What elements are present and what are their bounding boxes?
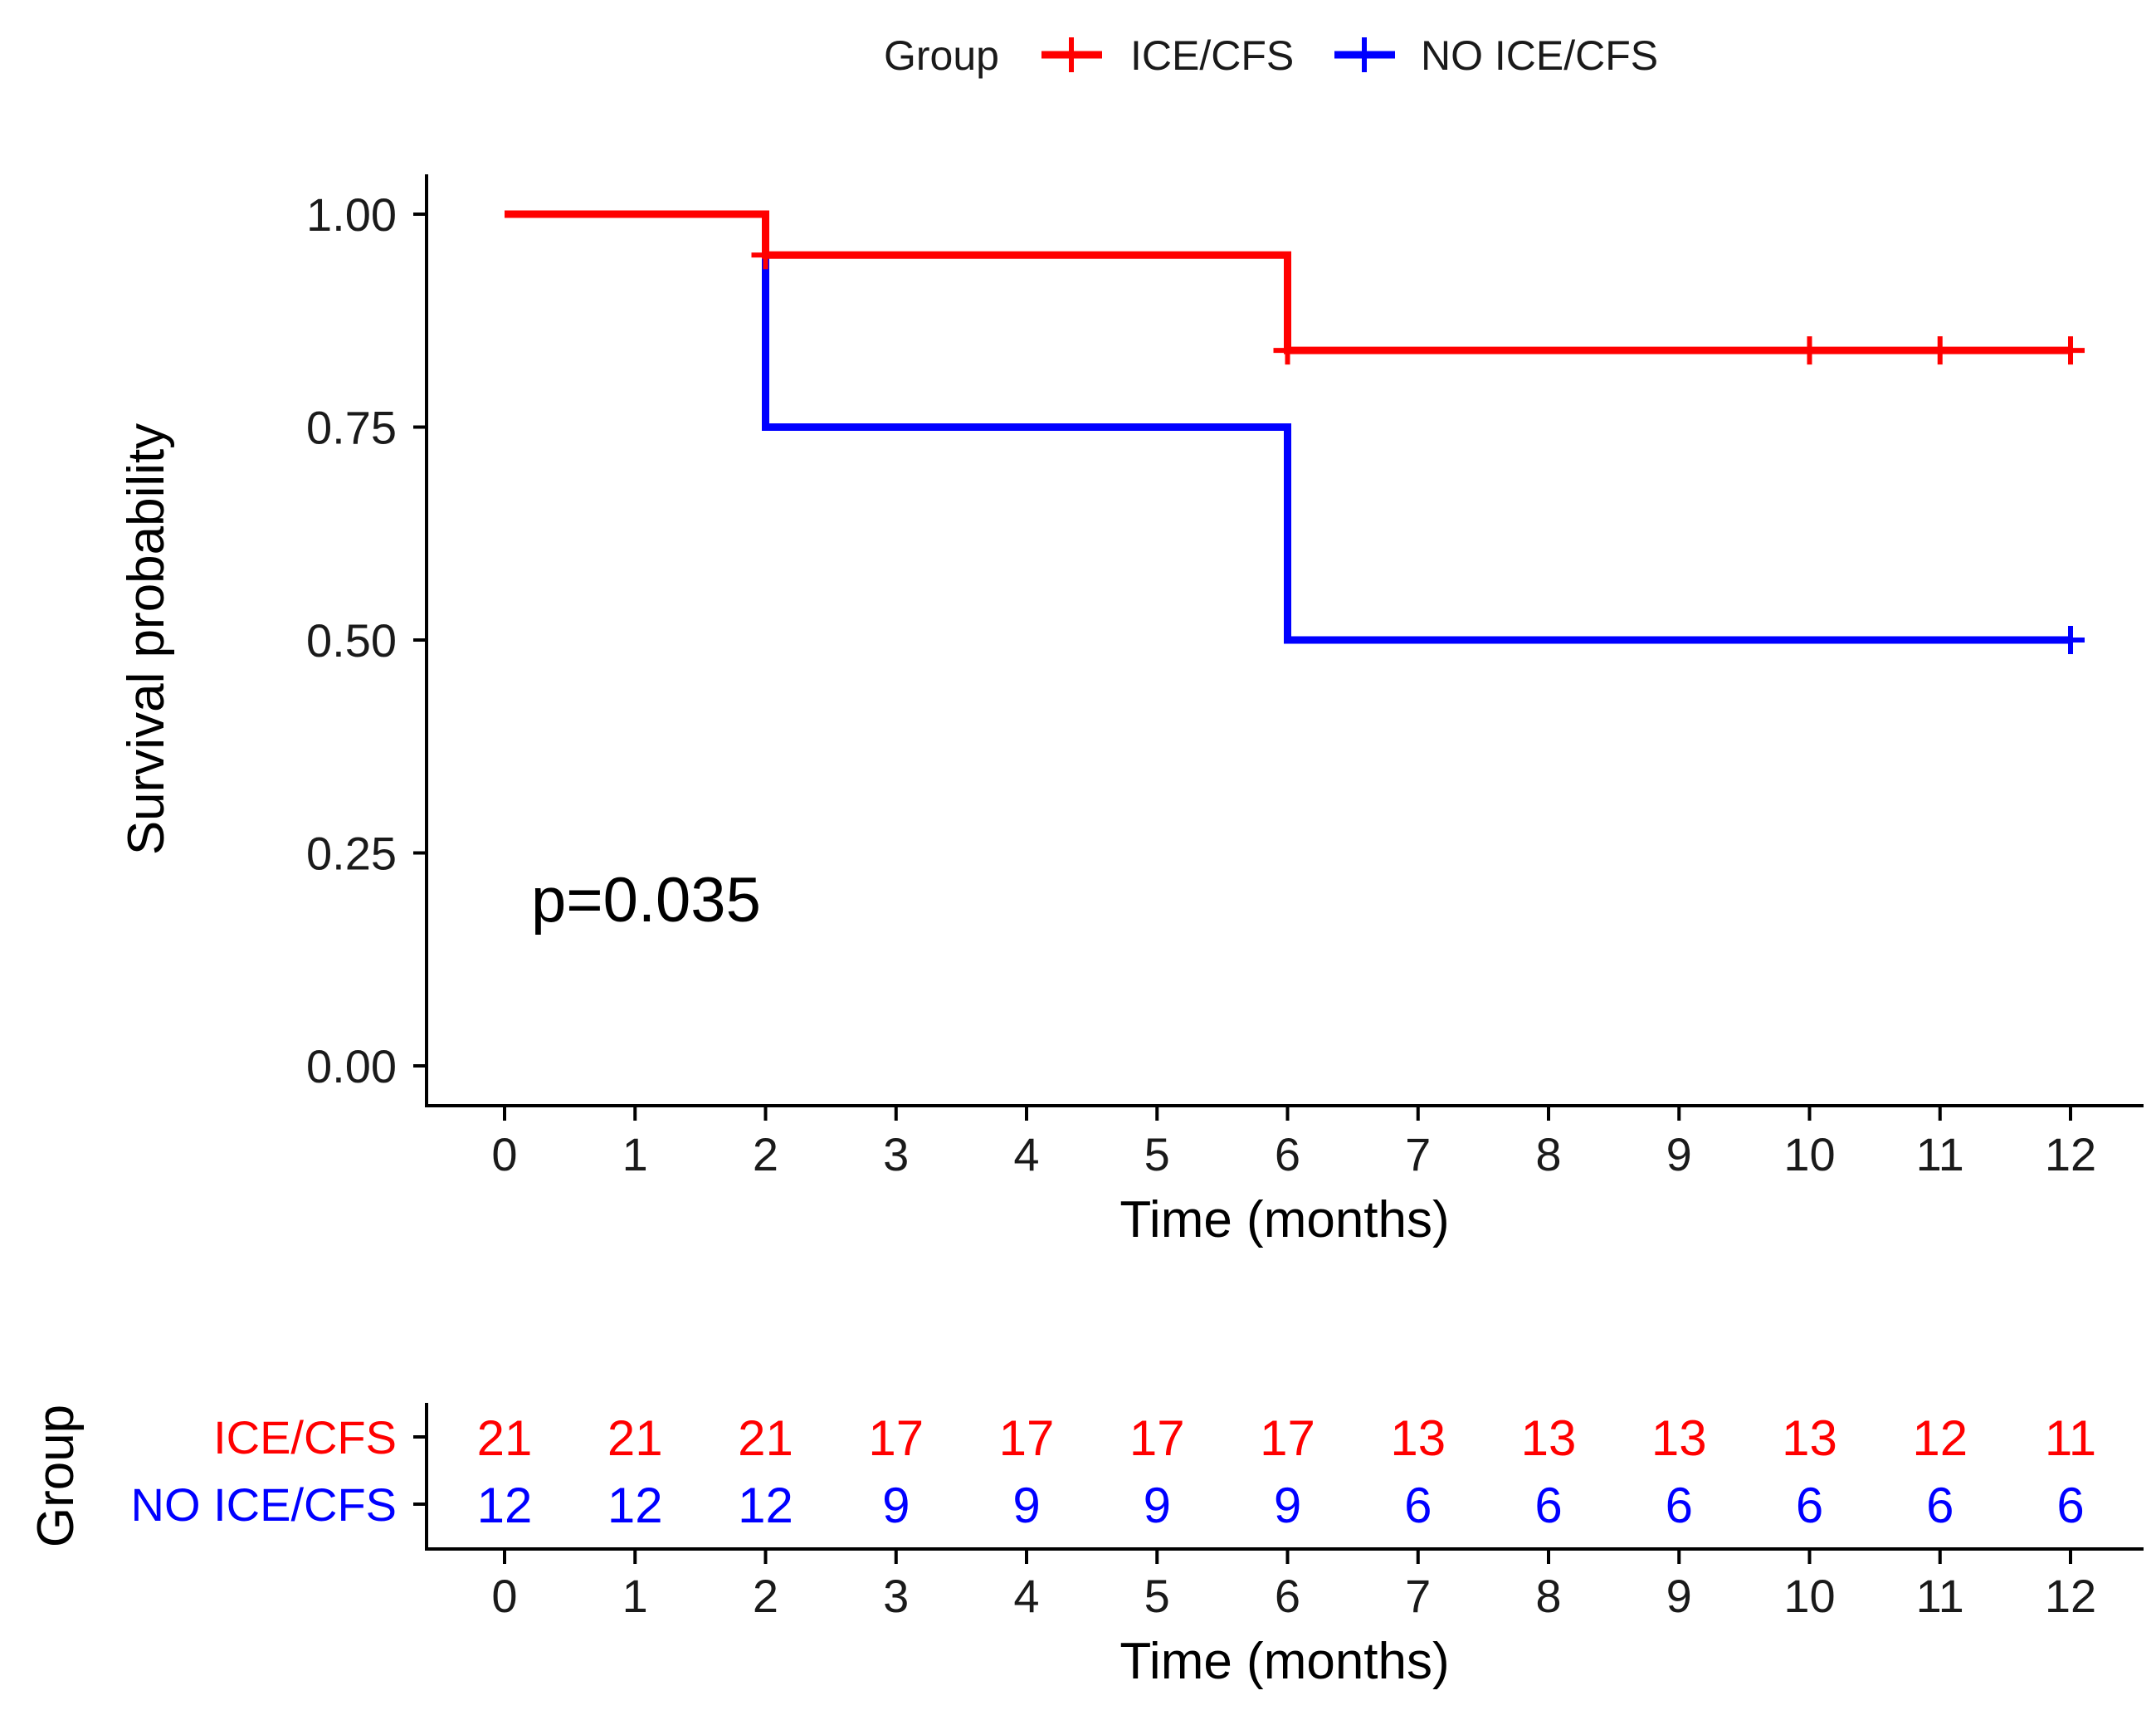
risk-table-cell: 17 [1260, 1410, 1315, 1466]
risk-table-cell: 17 [1129, 1410, 1185, 1466]
risk-table-row-label: ICE/CFS [213, 1411, 397, 1463]
survival-plot: 0.000.250.500.751.00 0 1 2 3 4 5 6 7 8 9 10 11 12 Su… [118, 174, 2144, 1248]
risk-table-cell: 21 [607, 1410, 663, 1466]
x-tick-label: 9 [1666, 1128, 1692, 1180]
x-tick-label: 11 [1916, 1128, 1964, 1180]
x-tick-label: 7 [1405, 1128, 1431, 1180]
risk-table-row-labels: ICE/CFS NO ICE/CFS [131, 1411, 397, 1531]
risk-table-x-axis-label: Time (months) [1119, 1633, 1449, 1690]
legend-label-no-ice-cfs: NO ICE/CFS [1421, 32, 1658, 79]
risk-table-cell: 13 [1390, 1410, 1446, 1466]
legend-key-ice-cfs [1041, 37, 1102, 72]
risk-table-x-tick-label: 8 [1535, 1570, 1561, 1622]
risk-table-cell: 6 [1534, 1478, 1562, 1533]
risk-table-x-tick-label: 2 [753, 1570, 778, 1622]
x-tick-label: 5 [1144, 1128, 1170, 1180]
risk-table-cell: 12 [607, 1478, 663, 1533]
legend-label-ice-cfs: ICE/CFS [1130, 32, 1294, 79]
legend-key-no-ice-cfs [1334, 37, 1395, 72]
x-tick-label: 3 [883, 1128, 909, 1180]
x-axis-ticks: 0 1 2 3 4 5 6 7 8 9 10 11 12 [491, 1106, 2096, 1180]
risk-table-cell: 13 [1521, 1410, 1577, 1466]
risk-table-x-tick-label: 3 [883, 1570, 909, 1622]
risk-table-cell: 6 [1404, 1478, 1432, 1533]
risk-table-cell: 6 [1926, 1478, 1954, 1533]
x-tick-label: 10 [1783, 1128, 1835, 1180]
risk-table-row-label: NO ICE/CFS [131, 1478, 397, 1531]
risk-table-cell: 13 [1651, 1410, 1707, 1466]
risk-table-x-tick-label: 0 [491, 1570, 517, 1622]
risk-table-cell: 13 [1782, 1410, 1837, 1466]
survival-curves [505, 210, 2085, 654]
y-tick-label: 0.25 [306, 828, 397, 880]
risk-table-cell: 17 [868, 1410, 924, 1466]
y-axis-label: Survival probability [118, 423, 175, 855]
legend: Group ICE/CFS NO ICE/CFS [884, 32, 1658, 79]
risk-table-x-tick-label: 1 [622, 1570, 648, 1622]
risk-table-cell: 12 [1912, 1410, 1968, 1466]
x-tick-label: 4 [1013, 1128, 1039, 1180]
risk-table-cells: 21 21 21 17 17 17 17 13 13 13 13 12 11 12 12 12 9 9 9 9 6 6 6 6… [477, 1410, 2097, 1533]
risk-table-cell: 17 [999, 1410, 1055, 1466]
x-tick-label: 2 [753, 1128, 778, 1180]
x-tick-label: 0 [491, 1128, 517, 1180]
risk-table-cell: 12 [738, 1478, 793, 1533]
risk-table-cell: 9 [1274, 1478, 1301, 1533]
x-tick-label: 12 [2045, 1128, 2096, 1180]
risk-table-x-tick-label: 12 [2045, 1570, 2096, 1622]
risk-table-x-tick-label: 4 [1013, 1570, 1039, 1622]
y-tick-label: 0.50 [306, 614, 397, 667]
risk-table-x-tick-label: 5 [1144, 1570, 1170, 1622]
p-value-annotation: p=0.035 [531, 865, 761, 936]
risk-table-cell: 21 [738, 1410, 793, 1466]
risk-table-x-tick-label: 10 [1783, 1570, 1835, 1622]
risk-table-cell: 11 [2045, 1410, 2096, 1466]
risk-table-y-ticks [413, 1435, 427, 1506]
y-tick-label: 0.00 [306, 1040, 397, 1092]
risk-table-x-tick-label: 7 [1405, 1570, 1431, 1622]
survival-curve-ice-cfs [505, 210, 2071, 354]
risk-table-x-tick-label: 9 [1666, 1570, 1692, 1622]
y-tick-label: 1.00 [306, 188, 397, 241]
x-tick-label: 6 [1275, 1128, 1300, 1180]
risk-table-cell: 12 [477, 1478, 533, 1533]
x-axis-label: Time (months) [1119, 1191, 1449, 1248]
legend-title: Group [884, 32, 999, 79]
risk-table-x-tick-label: 11 [1916, 1570, 1964, 1622]
risk-table-cell: 6 [1796, 1478, 1823, 1533]
risk-table-cell: 6 [1666, 1478, 1693, 1533]
risk-table-cell: 9 [1012, 1478, 1040, 1533]
risk-table-y-axis-label: Group [27, 1405, 85, 1547]
risk-table-x-tick-label: 6 [1275, 1570, 1300, 1622]
x-tick-label: 8 [1535, 1128, 1561, 1180]
y-tick-label: 0.75 [306, 402, 397, 454]
risk-table-cell: 6 [2056, 1478, 2084, 1533]
risk-table-x-ticks: 0 1 2 3 4 5 6 7 8 9 10 11 12 [491, 1549, 2096, 1622]
risk-table-cell: 9 [882, 1478, 910, 1533]
x-tick-label: 1 [622, 1128, 648, 1180]
y-axis-ticks: 0.00 0.25 0.50 0.75 1.00 [306, 188, 427, 1092]
risk-table-cell: 9 [1144, 1478, 1171, 1533]
risk-table-cell: 21 [477, 1410, 533, 1466]
